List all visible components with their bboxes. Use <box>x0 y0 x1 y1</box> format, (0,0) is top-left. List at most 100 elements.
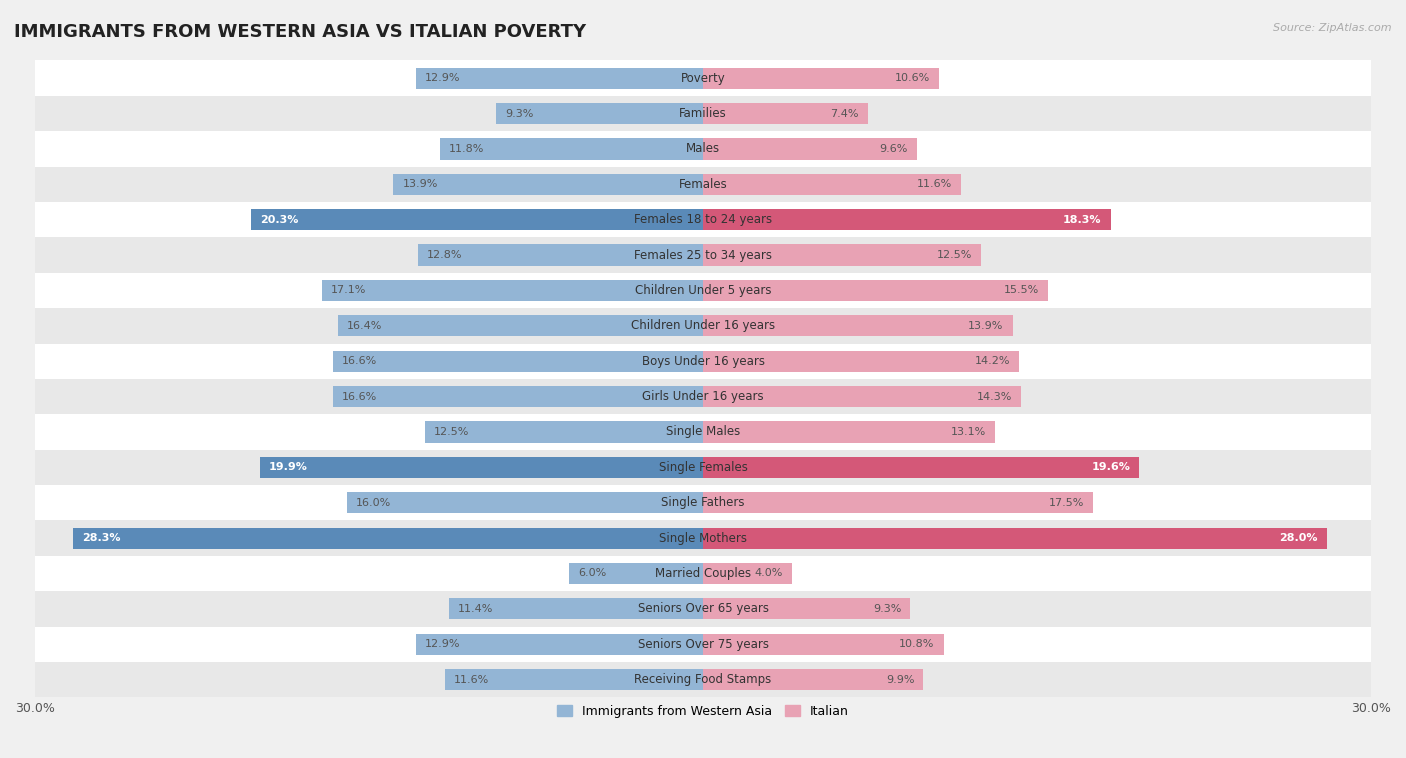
Bar <box>425 421 703 443</box>
Text: 11.6%: 11.6% <box>454 675 489 684</box>
Bar <box>703 492 1092 513</box>
Text: Boys Under 16 years: Boys Under 16 years <box>641 355 765 368</box>
Text: Married Couples: Married Couples <box>655 567 751 580</box>
Bar <box>703 386 1021 407</box>
Bar <box>0 131 1406 167</box>
Text: Females 25 to 34 years: Females 25 to 34 years <box>634 249 772 262</box>
Bar <box>0 556 1406 591</box>
Bar <box>250 209 703 230</box>
Text: 28.3%: 28.3% <box>82 533 120 543</box>
Bar <box>0 415 1406 449</box>
Text: Children Under 16 years: Children Under 16 years <box>631 319 775 332</box>
Text: 18.3%: 18.3% <box>1063 215 1102 224</box>
Text: Seniors Over 75 years: Seniors Over 75 years <box>637 637 769 651</box>
Bar <box>496 103 703 124</box>
Bar <box>569 563 703 584</box>
Text: 14.3%: 14.3% <box>977 392 1012 402</box>
Text: 19.6%: 19.6% <box>1091 462 1130 472</box>
Text: Females: Females <box>679 178 727 191</box>
Text: 14.2%: 14.2% <box>974 356 1011 366</box>
Bar <box>337 315 703 337</box>
Bar <box>0 485 1406 521</box>
Text: Girls Under 16 years: Girls Under 16 years <box>643 390 763 403</box>
Text: 19.9%: 19.9% <box>269 462 308 472</box>
Bar <box>444 669 703 691</box>
Text: 9.9%: 9.9% <box>886 675 914 684</box>
Text: 9.3%: 9.3% <box>873 604 901 614</box>
Bar <box>0 343 1406 379</box>
Text: 12.5%: 12.5% <box>433 427 470 437</box>
Text: 12.9%: 12.9% <box>425 74 460 83</box>
Bar <box>703 457 1139 478</box>
Bar <box>0 309 1406 343</box>
Bar <box>703 315 1012 337</box>
Text: Single Mothers: Single Mothers <box>659 531 747 544</box>
Bar <box>418 245 703 266</box>
Text: 13.1%: 13.1% <box>950 427 986 437</box>
Bar <box>0 96 1406 131</box>
Text: Single Males: Single Males <box>666 425 740 438</box>
Bar <box>73 528 703 549</box>
Text: 9.6%: 9.6% <box>880 144 908 154</box>
Text: 16.0%: 16.0% <box>356 498 391 508</box>
Bar <box>416 67 703 89</box>
Bar <box>440 138 703 159</box>
Bar <box>0 273 1406 309</box>
Bar <box>416 634 703 655</box>
Text: IMMIGRANTS FROM WESTERN ASIA VS ITALIAN POVERTY: IMMIGRANTS FROM WESTERN ASIA VS ITALIAN … <box>14 23 586 41</box>
Text: Single Fathers: Single Fathers <box>661 496 745 509</box>
Bar <box>347 492 703 513</box>
Bar <box>0 61 1406 96</box>
Text: Children Under 5 years: Children Under 5 years <box>634 284 772 297</box>
Text: 28.0%: 28.0% <box>1279 533 1317 543</box>
Text: 16.6%: 16.6% <box>342 356 377 366</box>
Bar <box>703 563 792 584</box>
Text: Single Females: Single Females <box>658 461 748 474</box>
Text: 11.8%: 11.8% <box>449 144 485 154</box>
Text: 7.4%: 7.4% <box>831 108 859 118</box>
Bar <box>703 209 1111 230</box>
Text: 11.4%: 11.4% <box>458 604 494 614</box>
Bar <box>333 351 703 372</box>
Bar <box>394 174 703 195</box>
Bar <box>703 634 943 655</box>
Bar <box>703 280 1047 301</box>
Bar <box>703 669 924 691</box>
Text: 17.1%: 17.1% <box>330 286 367 296</box>
Text: 11.6%: 11.6% <box>917 180 952 190</box>
Text: 4.0%: 4.0% <box>755 568 783 578</box>
Bar <box>322 280 703 301</box>
Text: 16.6%: 16.6% <box>342 392 377 402</box>
Text: 20.3%: 20.3% <box>260 215 298 224</box>
Bar <box>703 67 939 89</box>
Text: 12.8%: 12.8% <box>427 250 463 260</box>
Bar <box>703 245 981 266</box>
Text: Receiving Food Stamps: Receiving Food Stamps <box>634 673 772 686</box>
Bar <box>333 386 703 407</box>
Bar <box>703 598 910 619</box>
Text: Source: ZipAtlas.com: Source: ZipAtlas.com <box>1274 23 1392 33</box>
Bar <box>0 662 1406 697</box>
Bar <box>0 591 1406 627</box>
Bar <box>703 174 962 195</box>
Bar <box>449 598 703 619</box>
Text: 16.4%: 16.4% <box>347 321 382 330</box>
Bar <box>703 103 868 124</box>
Bar <box>0 521 1406 556</box>
Bar <box>0 449 1406 485</box>
Text: 13.9%: 13.9% <box>402 180 437 190</box>
Text: 13.9%: 13.9% <box>969 321 1004 330</box>
Bar <box>0 627 1406 662</box>
Text: Seniors Over 65 years: Seniors Over 65 years <box>637 603 769 615</box>
Bar <box>0 202 1406 237</box>
Bar <box>703 528 1326 549</box>
Text: 15.5%: 15.5% <box>1004 286 1039 296</box>
Legend: Immigrants from Western Asia, Italian: Immigrants from Western Asia, Italian <box>553 700 853 723</box>
Text: 6.0%: 6.0% <box>578 568 606 578</box>
Text: 17.5%: 17.5% <box>1049 498 1084 508</box>
Text: Families: Families <box>679 107 727 120</box>
Text: 12.9%: 12.9% <box>425 639 460 650</box>
Bar <box>703 351 1019 372</box>
Bar <box>0 379 1406 415</box>
Text: 9.3%: 9.3% <box>505 108 533 118</box>
